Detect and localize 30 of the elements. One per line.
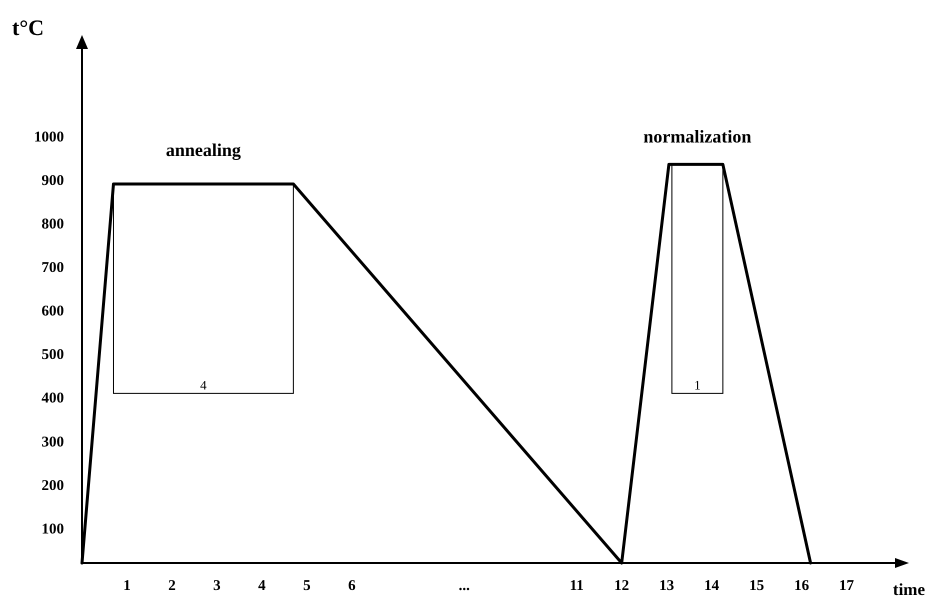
x-tick-label: 2 bbox=[168, 578, 176, 594]
y-tick-label: 100 bbox=[42, 521, 64, 538]
x-tick-label: 15 bbox=[749, 578, 764, 594]
x-tick-label: 3 bbox=[213, 578, 221, 594]
x-tick-label: 12 bbox=[614, 578, 630, 594]
annotation: 1 bbox=[694, 377, 701, 392]
x-tick-label: 6 bbox=[348, 578, 356, 594]
y-tick-label: 400 bbox=[42, 390, 64, 407]
y-tick-label: 1000 bbox=[34, 129, 64, 146]
x-tick-label: 1 bbox=[123, 578, 131, 594]
annotation: 4 bbox=[200, 377, 208, 392]
y-tick-label: 700 bbox=[42, 260, 64, 276]
y-tick-label: 600 bbox=[42, 304, 64, 320]
x-tick-label: 16 bbox=[794, 578, 810, 594]
x-tick-label: 13 bbox=[659, 578, 674, 594]
y-axis-title: t°C bbox=[12, 15, 44, 40]
x-tick-label: 17 bbox=[839, 578, 855, 594]
y-tick-label: 800 bbox=[42, 216, 64, 232]
x-tick-label: 11 bbox=[570, 578, 584, 594]
y-tick-label: 900 bbox=[42, 172, 64, 189]
annotation: annealing bbox=[166, 140, 241, 160]
x-tick-label: 4 bbox=[258, 578, 266, 594]
x-tick-label: 5 bbox=[303, 578, 311, 594]
x-tick-label: 14 bbox=[704, 578, 720, 594]
y-tick-label: 500 bbox=[42, 347, 64, 364]
y-tick-label: 300 bbox=[42, 434, 64, 450]
annotation: normalization bbox=[643, 126, 752, 146]
x-tick-label: ... bbox=[458, 578, 470, 594]
y-tick-label: 200 bbox=[42, 478, 64, 494]
x-axis-title: time bbox=[892, 580, 926, 599]
